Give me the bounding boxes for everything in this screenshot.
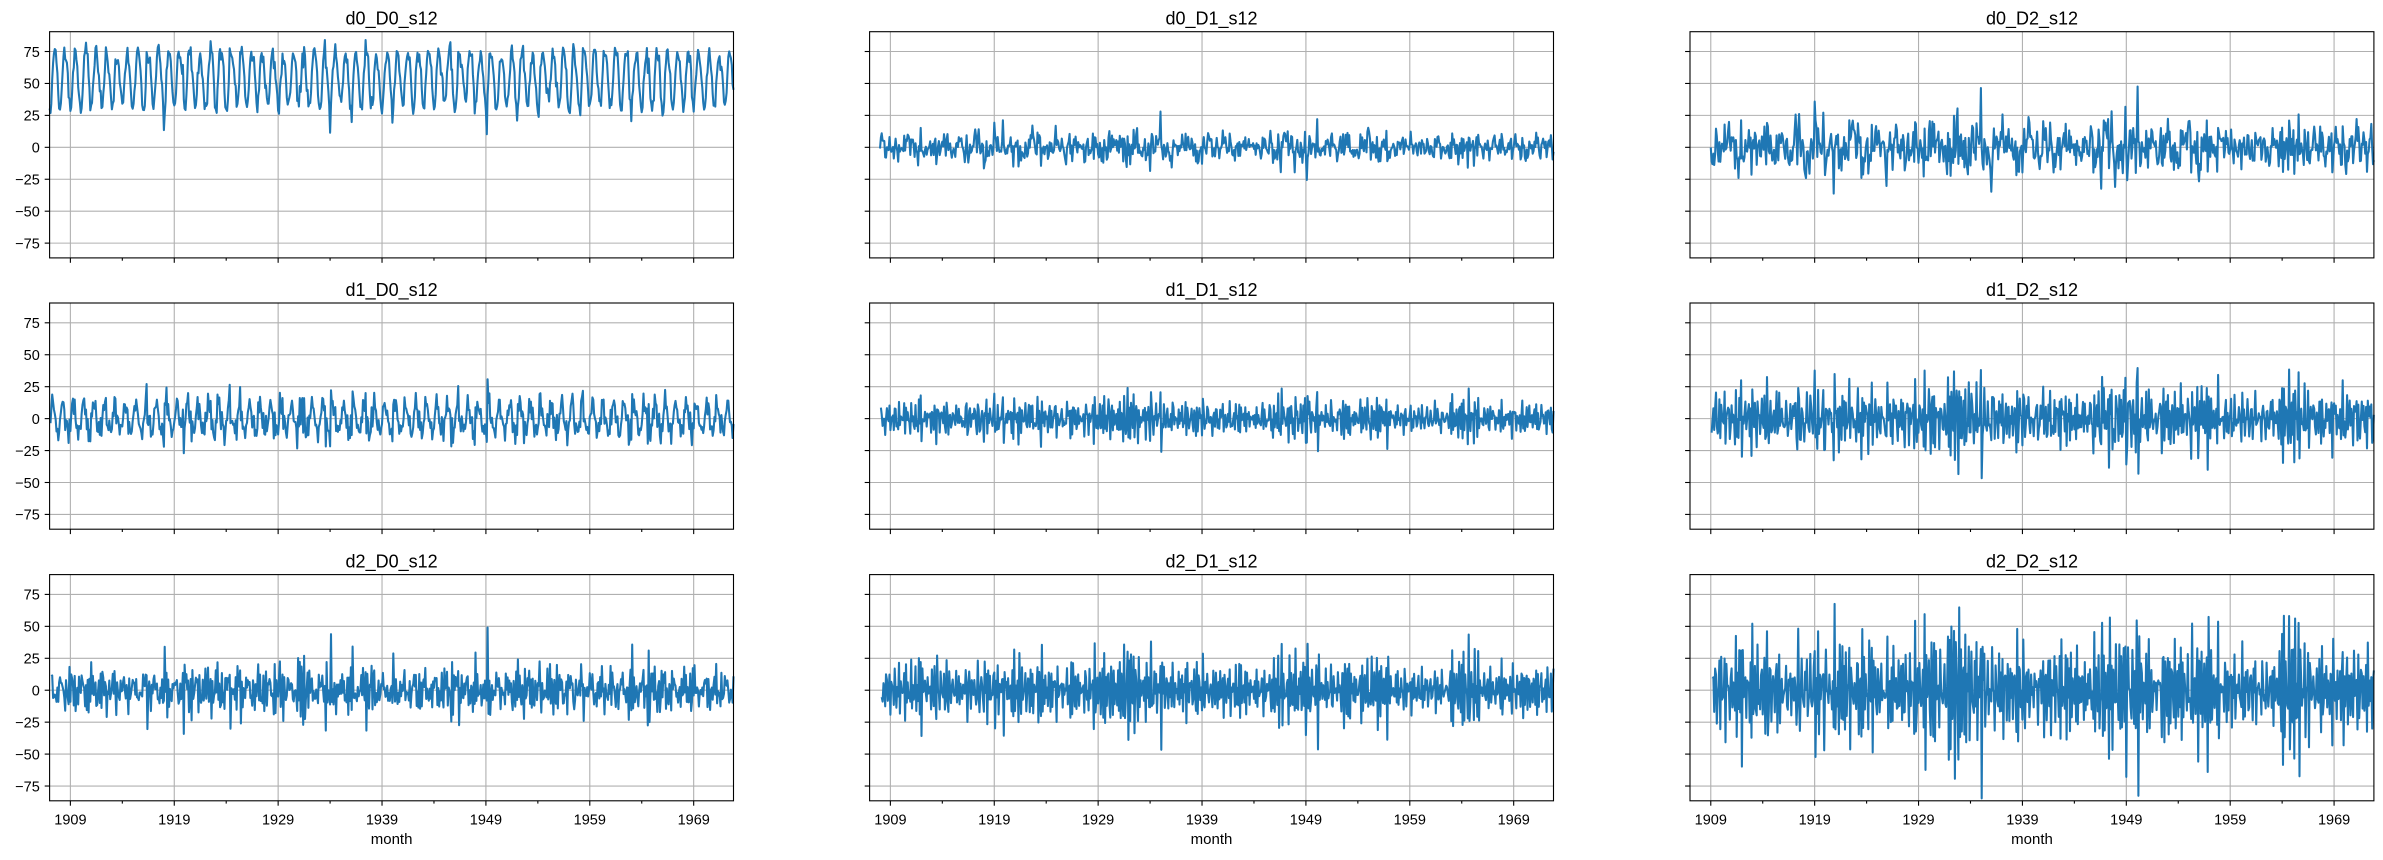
svg-text:75: 75 xyxy=(24,316,40,332)
svg-text:1929: 1929 xyxy=(1082,812,1114,828)
svg-text:d0_D0_s12: d0_D0_s12 xyxy=(346,9,438,30)
svg-text:1969: 1969 xyxy=(678,812,710,828)
svg-text:−50: −50 xyxy=(15,476,40,492)
svg-text:1909: 1909 xyxy=(1695,812,1727,828)
svg-text:d1_D0_s12: d1_D0_s12 xyxy=(346,280,438,301)
svg-text:25: 25 xyxy=(24,652,40,668)
svg-text:d1_D2_s12: d1_D2_s12 xyxy=(1986,280,2078,301)
svg-text:50: 50 xyxy=(24,620,40,636)
svg-text:−75: −75 xyxy=(15,779,40,795)
svg-text:0: 0 xyxy=(32,412,40,428)
svg-text:0: 0 xyxy=(32,141,40,157)
svg-text:1949: 1949 xyxy=(470,812,502,828)
svg-text:1929: 1929 xyxy=(262,812,294,828)
svg-text:−50: −50 xyxy=(15,747,40,763)
svg-text:75: 75 xyxy=(24,588,40,604)
svg-text:−25: −25 xyxy=(15,716,40,732)
svg-text:month: month xyxy=(2011,831,2053,848)
svg-text:1919: 1919 xyxy=(1799,812,1831,828)
svg-text:−25: −25 xyxy=(15,173,40,189)
svg-text:month: month xyxy=(371,831,413,848)
svg-text:1949: 1949 xyxy=(2110,812,2142,828)
svg-text:1909: 1909 xyxy=(54,812,86,828)
svg-text:d2_D2_s12: d2_D2_s12 xyxy=(1986,552,2078,573)
svg-text:1969: 1969 xyxy=(1498,812,1530,828)
svg-text:−25: −25 xyxy=(15,444,40,460)
svg-text:1939: 1939 xyxy=(366,812,398,828)
svg-text:−75: −75 xyxy=(15,236,40,252)
svg-text:1939: 1939 xyxy=(2006,812,2038,828)
svg-text:1929: 1929 xyxy=(1902,812,1934,828)
svg-text:50: 50 xyxy=(24,348,40,364)
svg-text:1959: 1959 xyxy=(574,812,606,828)
svg-text:75: 75 xyxy=(24,45,40,61)
svg-text:1949: 1949 xyxy=(1290,812,1322,828)
svg-text:0: 0 xyxy=(32,684,40,700)
svg-text:1939: 1939 xyxy=(1186,812,1218,828)
svg-text:month: month xyxy=(1191,831,1233,848)
svg-text:1919: 1919 xyxy=(978,812,1010,828)
svg-text:−50: −50 xyxy=(15,205,40,221)
svg-text:1909: 1909 xyxy=(874,812,906,828)
svg-text:25: 25 xyxy=(24,109,40,125)
svg-text:d1_D1_s12: d1_D1_s12 xyxy=(1165,280,1257,301)
svg-text:25: 25 xyxy=(24,380,40,396)
svg-text:d0_D2_s12: d0_D2_s12 xyxy=(1986,9,2078,30)
svg-text:1959: 1959 xyxy=(1394,812,1426,828)
svg-text:−75: −75 xyxy=(15,508,40,524)
svg-text:d2_D0_s12: d2_D0_s12 xyxy=(346,552,438,573)
svg-text:d0_D1_s12: d0_D1_s12 xyxy=(1165,9,1257,30)
svg-text:d2_D1_s12: d2_D1_s12 xyxy=(1165,552,1257,573)
svg-text:50: 50 xyxy=(24,77,40,93)
svg-text:1959: 1959 xyxy=(2214,812,2246,828)
svg-text:1969: 1969 xyxy=(2318,812,2350,828)
svg-text:1919: 1919 xyxy=(158,812,190,828)
